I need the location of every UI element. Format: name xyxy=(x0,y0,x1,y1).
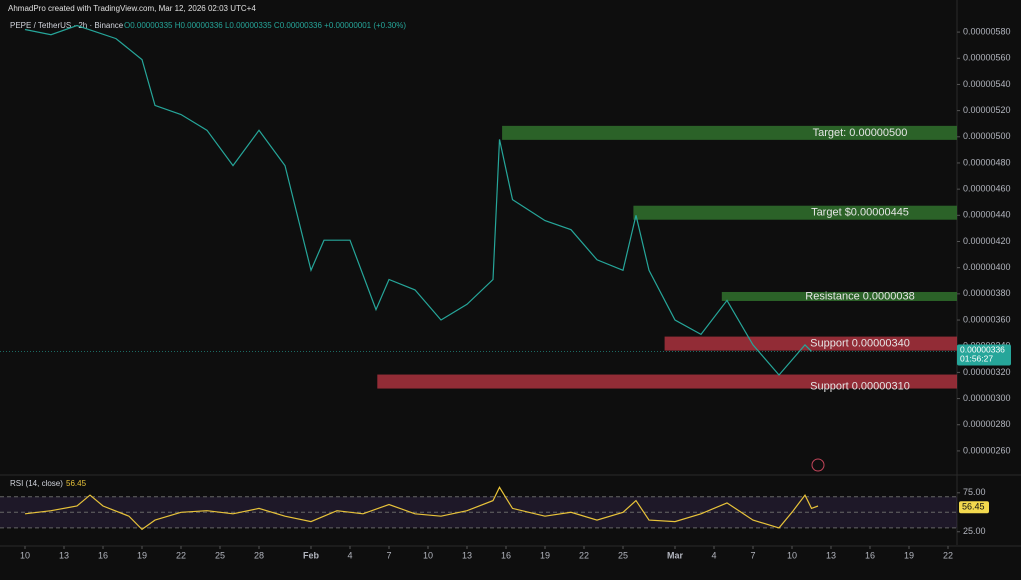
zone xyxy=(633,205,957,220)
x-tick-label: 22 xyxy=(176,550,186,560)
x-tick-label: 13 xyxy=(462,550,472,560)
x-tick-label: 4 xyxy=(711,550,716,560)
zone-label: Resistance 0.0000038 xyxy=(805,290,914,302)
symbol: PEPE / TetherUS · 2h · Binance xyxy=(10,21,124,30)
x-tick-label: 13 xyxy=(59,550,69,560)
y-tick-label: 0.00000300 xyxy=(963,393,1011,403)
x-tick-label: 16 xyxy=(501,550,511,560)
x-tick-label: 10 xyxy=(423,550,433,560)
price-line xyxy=(24,24,812,376)
y-tick-label: 0.00000560 xyxy=(963,53,1011,63)
x-tick-label: Feb xyxy=(303,550,320,560)
price-badge xyxy=(957,344,1011,366)
y-tick-label: 25.00 xyxy=(963,526,986,536)
ohlc: O0.00000335 H0.00000336 L0.00000335 C0.0… xyxy=(124,21,406,30)
zone xyxy=(502,125,957,140)
x-tick-label: 19 xyxy=(540,550,550,560)
y-tick-label: 75.00 xyxy=(963,487,986,497)
zone xyxy=(377,374,957,389)
y-tick-label: 0.00000480 xyxy=(963,157,1011,167)
zone-label: Target: 0.00000500 xyxy=(813,127,908,139)
x-tick-label: 28 xyxy=(254,550,264,560)
y-tick-label: 0.00000540 xyxy=(963,79,1011,89)
y-tick-label: 0.00000580 xyxy=(963,26,1011,36)
zone-label: Target $0.00000445 xyxy=(811,207,909,219)
rsi-title: RSI (14, close) xyxy=(10,479,63,488)
x-tick-label: 10 xyxy=(20,550,30,560)
x-tick-label: 7 xyxy=(386,550,391,560)
rsi-badge xyxy=(959,501,989,514)
x-tick-label: 16 xyxy=(98,550,108,560)
zone-label: Support 0.00000340 xyxy=(810,337,910,349)
y-tick-label: 0.00000460 xyxy=(963,184,1011,194)
y-tick-label: 0.00000400 xyxy=(963,262,1011,272)
y-tick-label: 0.00000520 xyxy=(963,105,1011,115)
x-tick-label: 7 xyxy=(750,550,755,560)
zone xyxy=(721,291,957,301)
zone xyxy=(664,336,957,351)
zone-label: Support 0.00000310 xyxy=(810,380,910,392)
price-badge-value: 0.00000336 xyxy=(960,345,1005,355)
x-tick-label: 19 xyxy=(904,550,914,560)
y-tick-label: 0.00000440 xyxy=(963,210,1011,220)
header: AhmadPro created with TradingView.com, M… xyxy=(8,4,256,13)
x-tick-label: 10 xyxy=(787,550,797,560)
x-tick-label: 25 xyxy=(618,550,628,560)
y-tick-label: 0.00000420 xyxy=(963,236,1011,246)
x-tick-label: 22 xyxy=(579,550,589,560)
x-tick-label: 16 xyxy=(865,550,875,560)
y-tick-label: 0.00000320 xyxy=(963,367,1011,377)
y-tick-label: 0.00000380 xyxy=(963,288,1011,298)
alert-icon[interactable] xyxy=(811,458,825,472)
price-line xyxy=(24,486,819,531)
x-tick-label: 22 xyxy=(943,550,953,560)
x-tick-label: 19 xyxy=(137,550,147,560)
rsi-badge-value: 56.45 xyxy=(962,502,985,512)
price-badge-countdown: 01:56:27 xyxy=(960,354,993,364)
y-tick-label: 0.00000500 xyxy=(963,131,1011,141)
x-tick-label: Mar xyxy=(667,550,684,560)
rsi-title-value: 56.45 xyxy=(66,479,87,488)
x-tick-label: 13 xyxy=(826,550,836,560)
y-tick-label: 0.00000260 xyxy=(963,445,1011,455)
x-tick-label: 25 xyxy=(215,550,225,560)
y-tick-label: 0.00000280 xyxy=(963,419,1011,429)
y-tick-label: 0.00000360 xyxy=(963,314,1011,324)
x-tick-label: 4 xyxy=(347,550,352,560)
